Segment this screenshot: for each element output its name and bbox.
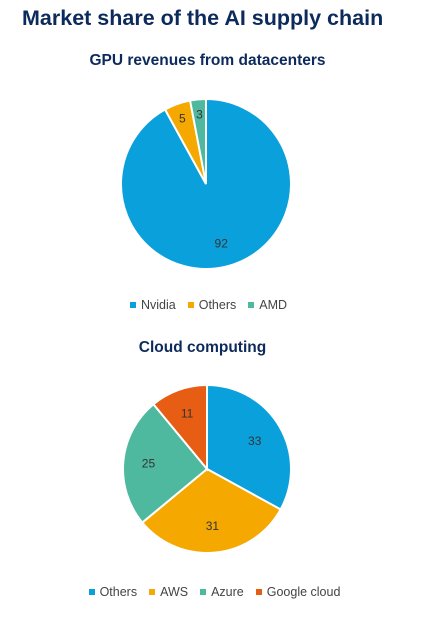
cloud-slice-google-cloud [152, 383, 208, 472]
cloud-legend-item-azure: Azure [200, 585, 244, 599]
cloud-legend-item-others: Others [88, 585, 138, 599]
cloud-legend-swatch-others [88, 589, 95, 595]
cloud-legend-swatch-google-cloud [255, 589, 262, 595]
gpu-label-nvidia: 92 [215, 236, 229, 250]
gpu-legend-swatch-amd [248, 302, 255, 308]
gpu-label-amd: 3 [196, 108, 203, 122]
gpu-legend-label-others: Others [198, 298, 237, 312]
cloud-label-azure: 25 [142, 456, 156, 470]
gpu-legend-swatch-nvidia [129, 302, 136, 308]
page-title: Market share of the AI supply chain [22, 6, 384, 30]
gpu-legend-label-amd: AMD [259, 298, 288, 312]
gpu-legend-item-amd: AMD [248, 298, 287, 312]
cloud-slice-others [206, 383, 292, 511]
cloud-slice-azure [122, 402, 209, 524]
cloud-label-google-cloud: 11 [181, 407, 194, 421]
gpu-slice-amd [188, 97, 207, 185]
gpu-legend-swatch-others [187, 302, 194, 308]
cloud-legend-label-aws: AWS [160, 585, 189, 599]
gpu-chart-title: GPU revenues from datacenters [89, 52, 326, 69]
cloud-pie-chart: 33 31 25 11 [122, 383, 292, 554]
cloud-label-others: 33 [248, 434, 262, 448]
cloud-legend-swatch-aws [149, 589, 156, 595]
cloud-legend-label-others: Others [99, 585, 138, 599]
cloud-chart-legend: Others AWS Azure Google cloud [4, 585, 421, 599]
cloud-legend-swatch-azure [200, 589, 207, 595]
cloud-legend-label-azure: Azure [211, 585, 244, 599]
cloud-legend-label-google-cloud: Google cloud [266, 585, 341, 599]
cloud-legend-item-google-cloud: Google cloud [255, 585, 341, 599]
gpu-legend-item-nvidia: Nvidia [129, 298, 176, 312]
gpu-label-others: 5 [179, 111, 186, 125]
cloud-slice-aws [140, 467, 282, 554]
gpu-legend-item-others: Others [187, 298, 237, 312]
gpu-chart-legend: Nvidia Others AMD [0, 298, 419, 312]
gpu-legend-label-nvidia: Nvidia [140, 298, 176, 312]
gpu-pie-chart: 92 5 3 [120, 97, 292, 270]
cloud-chart-title: Cloud computing [138, 339, 267, 356]
cloud-label-aws: 31 [206, 519, 220, 533]
cloud-legend-item-aws: AWS [149, 585, 188, 599]
